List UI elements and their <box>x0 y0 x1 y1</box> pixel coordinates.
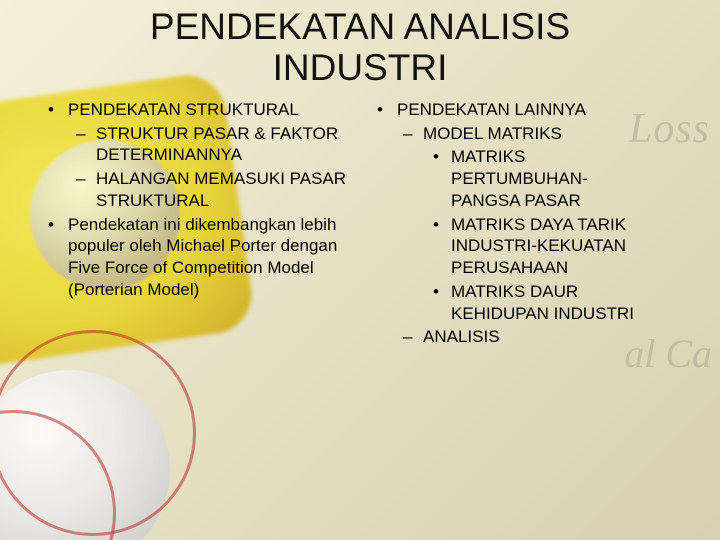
list-item: MATRIKS DAYA TARIK INDUSTRI-KEKUATAN PER… <box>365 214 690 279</box>
list-item: MODEL MATRIKS <box>365 123 690 145</box>
list-item: PENDEKATAN LAINNYA <box>365 99 690 121</box>
left-list: PENDEKATAN STRUKTURAL STRUKTUR PASAR & F… <box>30 99 355 301</box>
content-columns: PENDEKATAN STRUKTURAL STRUKTUR PASAR & F… <box>30 99 690 350</box>
left-column: PENDEKATAN STRUKTURAL STRUKTUR PASAR & F… <box>30 99 355 350</box>
list-item: PENDEKATAN STRUKTURAL <box>30 99 355 121</box>
right-column: PENDEKATAN LAINNYA MODEL MATRIKS MATRIKS… <box>365 99 690 350</box>
list-item: Pendekatan ini dikembangkan lebih popule… <box>30 214 355 301</box>
slide-title: PENDEKATAN ANALISIS INDUSTRI <box>30 6 690 89</box>
slide: PENDEKATAN ANALISIS INDUSTRI PENDEKATAN … <box>0 0 720 540</box>
list-item: MATRIKS PERTUMBUHAN-PANGSA PASAR <box>365 146 690 211</box>
right-list: PENDEKATAN LAINNYA MODEL MATRIKS MATRIKS… <box>365 99 690 348</box>
list-item: MATRIKS DAUR KEHIDUPAN INDUSTRI <box>365 281 690 325</box>
list-item: STRUKTUR PASAR & FAKTOR DETERMINANNYA <box>30 123 355 167</box>
list-item: ANALISIS <box>365 326 690 348</box>
list-item: HALANGAN MEMASUKI PASAR STRUKTURAL <box>30 168 355 212</box>
